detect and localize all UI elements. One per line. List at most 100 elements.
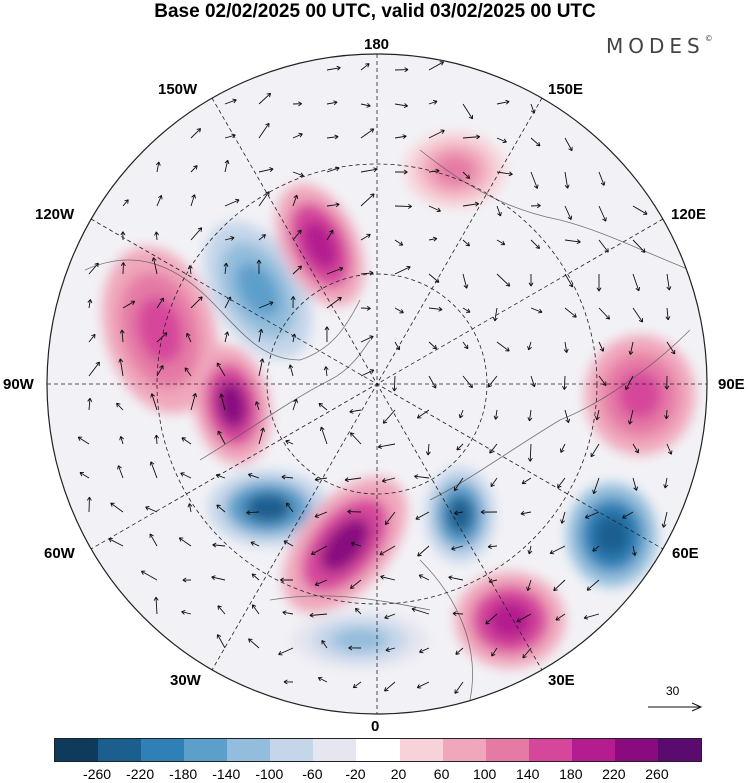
wind-arrow xyxy=(352,681,362,689)
wind-arrow xyxy=(530,375,536,388)
wind-arrow xyxy=(415,511,430,520)
label-30e: 30E xyxy=(548,672,575,689)
wind-arrow xyxy=(349,432,362,445)
colorbar-tick-label: 20 xyxy=(390,766,407,782)
wind-arrow xyxy=(381,477,396,483)
wind-arrow xyxy=(318,402,328,411)
wind-arrow xyxy=(590,443,600,458)
wind-arrow xyxy=(314,579,328,587)
wind-arrow xyxy=(632,443,639,454)
wind-arrow xyxy=(326,266,344,275)
wind-arrow xyxy=(217,430,226,445)
label-180: 180 xyxy=(364,36,390,53)
wind-arrow xyxy=(428,341,437,350)
map-border xyxy=(46,53,708,715)
wind-arrow xyxy=(416,409,430,419)
anomaly-high-central-asia xyxy=(618,371,662,419)
wind-arrow xyxy=(632,239,646,253)
wind-arrow xyxy=(360,369,375,377)
wind-arrow xyxy=(394,307,404,314)
wind-arrow xyxy=(530,307,543,314)
wind-arrow xyxy=(622,511,634,519)
wind-arrow xyxy=(564,171,570,189)
wind-arrow xyxy=(281,474,294,480)
wind-arrow xyxy=(360,335,374,343)
wind-arrow xyxy=(419,647,430,654)
wind-arrow xyxy=(418,574,430,581)
wind-arrow xyxy=(248,638,260,649)
wind-arrow xyxy=(224,236,235,241)
wind-arrow xyxy=(180,472,192,479)
wind-arrow xyxy=(187,503,193,513)
wind-arrow xyxy=(182,577,192,583)
wind-arrow xyxy=(211,575,226,581)
wind-arrow xyxy=(428,306,443,312)
wind-arrow xyxy=(326,100,338,106)
wind-arrow xyxy=(285,439,294,445)
wind-arrow xyxy=(380,574,396,581)
wind-arrow xyxy=(485,613,498,625)
anomaly-high-east-europe xyxy=(488,600,532,640)
wind-arrow xyxy=(190,227,203,241)
wind-arrow xyxy=(223,262,229,275)
wind-arrow xyxy=(598,171,606,186)
label-90w: 90W xyxy=(3,376,34,393)
wind-arrow xyxy=(292,194,299,207)
wind-arrow xyxy=(224,331,230,343)
wind-arrow xyxy=(394,341,401,351)
wind-arrow xyxy=(496,239,506,246)
colorbar-swatch xyxy=(614,739,658,761)
wind-arrow xyxy=(560,443,566,453)
wind-arrow xyxy=(516,613,532,623)
wind-arrow xyxy=(254,401,260,411)
wind-arrow xyxy=(224,296,232,309)
wind-arrow xyxy=(394,203,412,209)
wind-arrow xyxy=(151,257,158,275)
wind-arrow xyxy=(285,502,294,513)
wind-arrow xyxy=(110,502,124,513)
wind-arrow xyxy=(462,201,480,207)
wind-arrow xyxy=(492,307,498,322)
anomaly-high-greenland-sea xyxy=(320,517,370,573)
wind-arrow xyxy=(489,443,498,454)
wind-arrow xyxy=(258,92,272,105)
wind-arrow xyxy=(564,409,571,424)
wind-arrow xyxy=(292,132,303,139)
wind-arrow xyxy=(178,537,192,547)
wind-arrow xyxy=(598,205,607,222)
wind-arrow xyxy=(384,681,396,692)
wind-arrow xyxy=(527,443,533,462)
wind-arrow xyxy=(258,358,265,377)
label-60e: 60E xyxy=(672,545,699,562)
wind-arrow xyxy=(632,477,639,491)
wind-arrow xyxy=(217,605,226,615)
wind-arrow xyxy=(487,544,498,549)
colorbar-tick-label: -20 xyxy=(345,766,366,782)
colorbar-swatch xyxy=(442,739,486,761)
wind-arrow xyxy=(564,137,573,152)
wind-arrow xyxy=(549,545,566,555)
wind-arrow xyxy=(527,409,533,422)
wind-arrow xyxy=(564,205,573,221)
wind-arrow xyxy=(258,167,274,173)
wind-arrow xyxy=(156,194,163,207)
colorbar-swatch xyxy=(184,739,228,761)
wind-arrow xyxy=(360,193,375,207)
colorbar-tick-label: -220 xyxy=(126,766,155,782)
wind-arrow xyxy=(417,545,430,557)
wind-arrow xyxy=(530,171,539,189)
colorbar-tick-label: -60 xyxy=(302,766,323,782)
anomaly-field xyxy=(102,132,695,670)
wind-arrow xyxy=(219,393,226,411)
anomaly-high-bering xyxy=(302,220,338,270)
colorbar-tick-label: -180 xyxy=(169,766,198,782)
wind-arrow xyxy=(122,199,129,207)
wind-arrow xyxy=(663,477,669,489)
anomaly-high-east-siberia xyxy=(435,154,475,186)
wind-arrow xyxy=(452,611,464,617)
modes-logo: MODES© xyxy=(606,34,713,58)
wind-arrow xyxy=(392,375,397,392)
wind-arrow xyxy=(414,474,430,480)
wind-arrow xyxy=(184,367,192,377)
